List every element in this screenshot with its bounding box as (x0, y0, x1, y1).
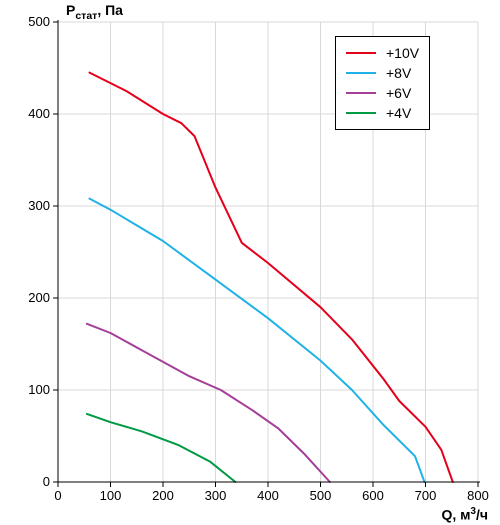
legend-label: +8V (386, 65, 411, 81)
x-tick-label: 600 (358, 488, 388, 503)
x-tick-label: 400 (253, 488, 283, 503)
y-axis-title: Pстат, Па (66, 2, 123, 22)
legend-swatch (346, 72, 376, 74)
x-tick-label: 0 (43, 488, 73, 503)
legend-swatch (346, 52, 376, 54)
y-tick-label: 200 (28, 290, 50, 305)
y-tick-label: 400 (28, 106, 50, 121)
y-tick-label: 100 (28, 382, 50, 397)
y-tick-label: 300 (28, 198, 50, 213)
legend-row: +6V (346, 83, 419, 103)
x-tick-label: 200 (148, 488, 178, 503)
legend-row: +10V (346, 43, 419, 63)
legend: +10V +8V +6V +4V (335, 36, 430, 130)
x-tick-label: 500 (306, 488, 336, 503)
series-line-3 (87, 414, 236, 482)
fan-curve-chart: Pстат, Па Q, м3/ч +10V +8V +6V +4V 0 100 200 3… (0, 0, 500, 525)
legend-row: +8V (346, 63, 419, 83)
legend-label: +4V (386, 105, 411, 121)
x-tick-label: 100 (96, 488, 126, 503)
y-tick-label: 0 (43, 474, 50, 489)
y-tick-label: 500 (28, 14, 50, 29)
x-tick-label: 700 (411, 488, 441, 503)
legend-label: +6V (386, 85, 411, 101)
x-tick-label: 800 (463, 488, 493, 503)
legend-swatch (346, 92, 376, 94)
legend-label: +10V (386, 45, 419, 61)
series-line-2 (87, 324, 330, 482)
series-line-1 (90, 199, 425, 482)
x-tick-label: 300 (201, 488, 231, 503)
series-line-0 (90, 73, 453, 482)
legend-swatch (346, 112, 376, 114)
x-axis-title: Q, м3/ч (441, 506, 488, 523)
legend-row: +4V (346, 103, 419, 123)
